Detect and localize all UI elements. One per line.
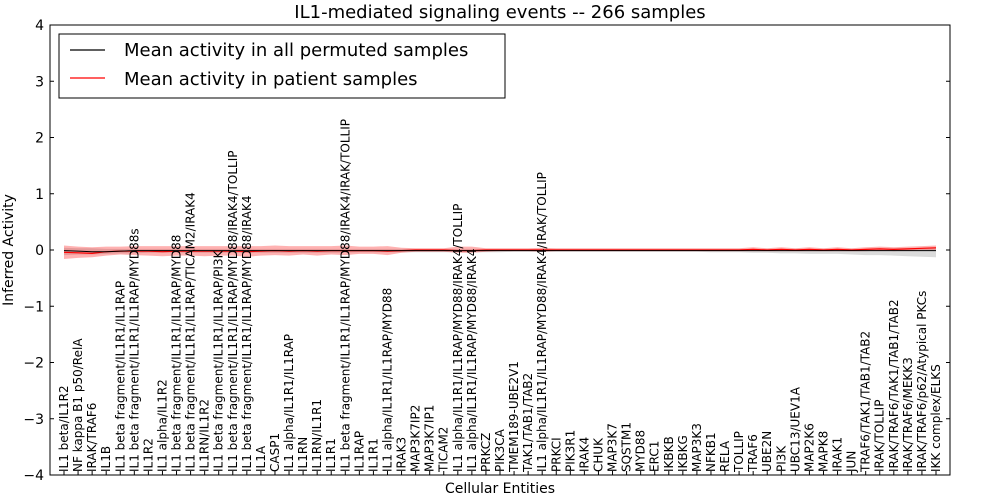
x-tick-label: IRAK/TRAF6/MEKK3: [901, 357, 915, 472]
x-tick-label: IL1 alpha/IL1R1/IL1RAP/MYD88/IRAK4/TOLLI…: [451, 204, 465, 472]
x-tick-label: IL1 alpha/IL1R1/IL1RAP: [282, 334, 296, 472]
x-tick-label: IRAK/TRAF6/p62/Atypical PKCs: [915, 291, 929, 472]
x-tick-label: MAP3K7IP1: [423, 405, 437, 472]
chart-title: IL1-mediated signaling events -- 266 sam…: [294, 2, 705, 23]
y-axis-label: Inferred Activity: [1, 194, 17, 306]
x-tick-label: PIK3R1: [563, 430, 577, 472]
y-tick-label: 3: [35, 74, 44, 90]
x-tick-label: TOLLIP: [732, 431, 746, 473]
x-tick-label: IL1R1: [366, 438, 380, 472]
x-tick-label: TRAF6: [746, 434, 760, 473]
x-tick-label: IL1 beta fragment/IL1R1/IL1RAP/MYD88: [170, 235, 184, 472]
series-lines: [63, 247, 937, 255]
x-tick-label: IL1 beta/IL1R2: [57, 385, 71, 472]
x-tick-label: CASP1: [268, 433, 282, 472]
x-tick-label: IL1 alpha/IL1R1/IL1RAP/MYD88/IRAK4/IRAK/…: [535, 172, 549, 472]
x-tick-label: IL1 alpha/IL1R2: [156, 379, 170, 472]
legend-box: [58, 33, 506, 99]
x-tick-label: IL1 alpha/IL1R1/IL1RAP/MYD88/IRAK4: [465, 249, 479, 472]
x-tick-label: UBE2N: [760, 431, 774, 472]
band-patient: [64, 245, 936, 259]
y-tick-label: −1: [23, 299, 44, 315]
x-tick-label: IL1RN/IL1R1: [310, 399, 324, 472]
y-tick-label: 0: [35, 243, 44, 259]
x-tick-label: IL1 alpha/IL1R1/IL1RAP/MYD88: [381, 288, 395, 472]
y-tick-label: −2: [23, 356, 44, 372]
x-tick-label: TMEM189-UBE2V1: [507, 361, 521, 473]
x-tick-label: IRAK/TRAF6/TAK1/TAB1/TAB2: [887, 299, 901, 472]
y-tick-label: 4: [35, 18, 44, 34]
legend: Mean activity in all permuted samples Me…: [58, 33, 506, 99]
x-tick-label: IL1 beta fragment/IL1R1/IL1RAP/TICAM2/IR…: [184, 192, 198, 472]
x-tick-label: NFKB1: [704, 432, 718, 472]
x-tick-label: IL1 beta fragment/IL1R1/IL1RAP/MYD88s: [127, 228, 141, 472]
x-tick-label: TICAM2: [437, 427, 451, 473]
y-tick-label: 1: [35, 187, 44, 203]
x-tick-label: JUN: [845, 451, 859, 473]
x-ticks: [63, 471, 937, 475]
x-tick-label: IKBKG: [676, 435, 690, 472]
x-tick-label: IRAK/TOLLIP: [873, 400, 887, 472]
x-tick-label: UBC13/UEV1A: [788, 386, 802, 472]
x-tick-label: IRAK/TRAF6: [85, 403, 99, 472]
x-tick-label: IRAK3: [395, 437, 409, 472]
x-tick-label: IL1 beta fragment/IL1R1/IL1RAP/MYD88/IRA…: [240, 195, 254, 472]
x-tick-label: IRAK1: [831, 437, 845, 472]
x-tick-label: IL1 beta fragment/IL1R1/IL1RAP/MYD88/IRA…: [226, 151, 240, 472]
legend-label-permuted: Mean activity in all permuted samples: [124, 40, 468, 61]
y-tick-label: −3: [23, 412, 44, 428]
x-tick-label: TRAF6/TAK1/TAB1/TAB2: [859, 331, 873, 473]
x-tick-labels: IL1 beta/IL1R2 NF kappa B1 p50/RelA IRAK/T…: [57, 119, 943, 473]
x-tick-label: MAPK8: [817, 431, 831, 472]
x-tick-label: NF kappa B1 p50/RelA: [71, 338, 85, 472]
x-tick-label: IL1 beta fragment/IL1R1/IL1RAP/PI3K: [212, 249, 226, 472]
x-tick-label: IRAK4: [577, 437, 591, 472]
x-tick-label: PI3K: [774, 445, 788, 472]
x-tick-label: MYD88: [634, 430, 648, 472]
x-tick-label: IKK complex/ELKS: [929, 364, 943, 472]
x-tick-label: IL1R2: [141, 438, 155, 472]
x-tick-label: IL1R1: [324, 438, 338, 472]
x-tick-label: IL1A: [254, 445, 268, 472]
x-tick-label: SQSTM1: [620, 422, 634, 472]
line-permuted: [63, 250, 936, 253]
x-tick-label: MAP3K7IP2: [409, 405, 423, 472]
x-tick-label: IL1RN/IL1R2: [198, 399, 212, 472]
x-tick-label: IL1 beta fragment/IL1R1/IL1RAP/MYD88/IRA…: [338, 119, 352, 472]
x-axis-label: Cellular Entities: [445, 481, 555, 497]
x-tick-label: ERC1: [648, 441, 662, 472]
y-tick-label: 2: [35, 131, 44, 147]
legend-label-patient: Mean activity in patient samples: [124, 69, 418, 90]
x-tick-label: IL1B: [99, 446, 113, 472]
y-axis: 4 3 2 1 0 −1 −2 −3 −4: [23, 18, 950, 484]
x-tick-label: MAP3K7: [606, 423, 620, 472]
y-tick-label: −4: [23, 468, 44, 484]
x-tick-label: PRKCI: [549, 437, 563, 472]
x-tick-label: MAP3K3: [690, 423, 704, 472]
x-tick-label: CHUK: [592, 437, 606, 472]
x-tick-label: PIK3CA: [493, 428, 507, 472]
x-tick-label: IL1RN: [296, 437, 310, 472]
x-tick-label: IL1 beta fragment/IL1R1/IL1RAP: [113, 281, 127, 472]
x-tick-label: MAP2K6: [802, 423, 816, 472]
x-tick-label: TAK1/TAB1/TAB2: [521, 373, 535, 473]
x-tick-label: IKBKB: [662, 436, 676, 472]
x-tick-label: RELA: [718, 440, 732, 472]
x-tick-label: PRKCZ: [479, 433, 493, 472]
x-tick-label: IL1RAP: [352, 431, 366, 472]
